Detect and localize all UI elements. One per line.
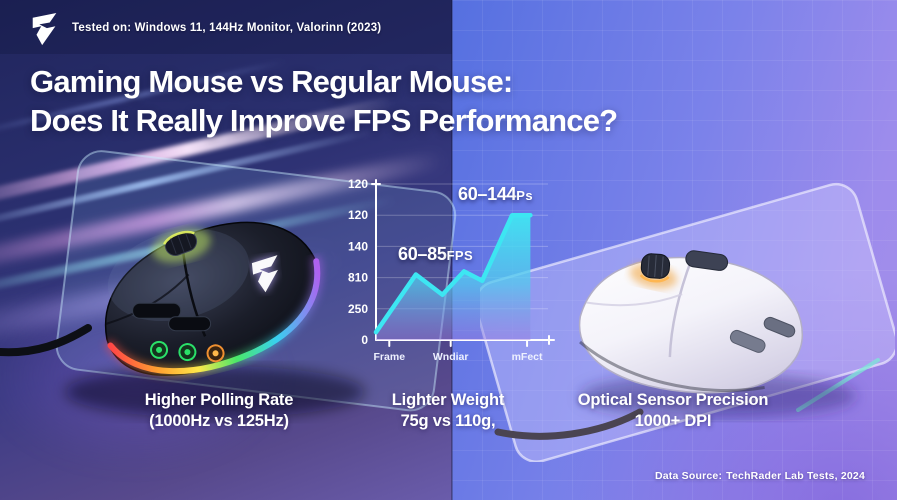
front-edge-line: [586, 293, 683, 307]
feature-subtitle: 75g vs 110g,: [400, 412, 496, 430]
mouse-cable: [0, 324, 92, 357]
side-button: [132, 302, 182, 319]
regular-mouse-illustration: [480, 182, 895, 462]
scroll-wheel: [639, 253, 671, 283]
feature-title: Higher Polling Rate: [144, 391, 294, 409]
data-source-label: Data Source:: [654, 470, 723, 482]
data-source-caption: Data Source: TechRader Lab Tests, 2024: [655, 470, 869, 482]
data-source-value: TechRader Lab Tests, 2024: [726, 470, 865, 482]
side-button: [763, 316, 796, 338]
side-button: [168, 316, 212, 332]
tested-on-caption: Tested on: Windows 11, 144Hz Monitor, Va…: [72, 22, 382, 34]
feature-subtitle: (1000Hz vs 125Hz): [149, 412, 289, 430]
top-bar: [0, 0, 452, 54]
fps-chart-block: 120 120 140 810 250 0 Frame Wndiar mFect 60–85FP…: [340, 170, 640, 370]
annotation-value: 60–144: [458, 184, 517, 204]
svg-text:810: 810: [348, 271, 368, 285]
rgb-strip: [107, 258, 321, 375]
annotation-60-85fps: 60–85FPS: [398, 244, 473, 265]
white-regular-mouse: [578, 250, 804, 394]
svg-text:Wndiar: Wndiar: [433, 351, 469, 363]
body-sheen: [107, 228, 250, 322]
svg-text:120: 120: [348, 177, 368, 191]
button-split-line: [668, 258, 693, 358]
svg-text:0: 0: [361, 333, 368, 347]
feature-polling-rate: Higher Polling Rate (1000Hz vs 125Hz): [144, 390, 294, 432]
svg-text:140: 140: [348, 239, 368, 253]
gaming-mouse-illustration: [0, 150, 457, 418]
dpi-indicator-buttons: [150, 340, 225, 363]
top-button: [685, 250, 729, 271]
panel-divider: [451, 0, 453, 500]
svg-text:120: 120: [348, 208, 368, 222]
feature-weight: Lighter Weight 75g vs 110g,: [391, 390, 505, 432]
title-line-2: Does It Really Improve FPS Performance?: [30, 103, 618, 138]
feature-sensor-precision: Optical Sensor Precision 1000+ DPI: [578, 390, 769, 432]
annotation-value: 60–85: [398, 244, 447, 264]
svg-text:Frame: Frame: [374, 351, 406, 363]
mouse-brand-logo-icon: [251, 255, 278, 293]
page-title: Gaming Mouse vs Regular Mouse: Does It R…: [30, 62, 618, 140]
mouse-shadow: [65, 366, 365, 418]
feature-title: Lighter Weight: [391, 391, 505, 409]
black-gaming-mouse: [104, 221, 323, 377]
fps-chart: 120 120 140 810 250 0 Frame Wndiar mFect: [348, 177, 555, 363]
mouse-cable: [494, 408, 644, 440]
svg-text:250: 250: [348, 302, 368, 316]
side-button: [729, 329, 766, 353]
annotation-unit: FPS: [446, 248, 474, 263]
base-edge: [579, 340, 765, 393]
annotation-60-144fps: 60–144Ps: [458, 184, 533, 205]
feature-title: Optical Sensor Precision: [577, 391, 769, 409]
brand-logo-icon: [32, 13, 57, 46]
svg-text:mFect: mFect: [512, 351, 543, 363]
feature-subtitle: 1000+ DPI: [634, 412, 712, 430]
annotation-unit: Ps: [516, 188, 533, 203]
title-line-1: Gaming Mouse vs Regular Mouse:: [30, 64, 513, 99]
scroll-wheel: [163, 230, 198, 256]
